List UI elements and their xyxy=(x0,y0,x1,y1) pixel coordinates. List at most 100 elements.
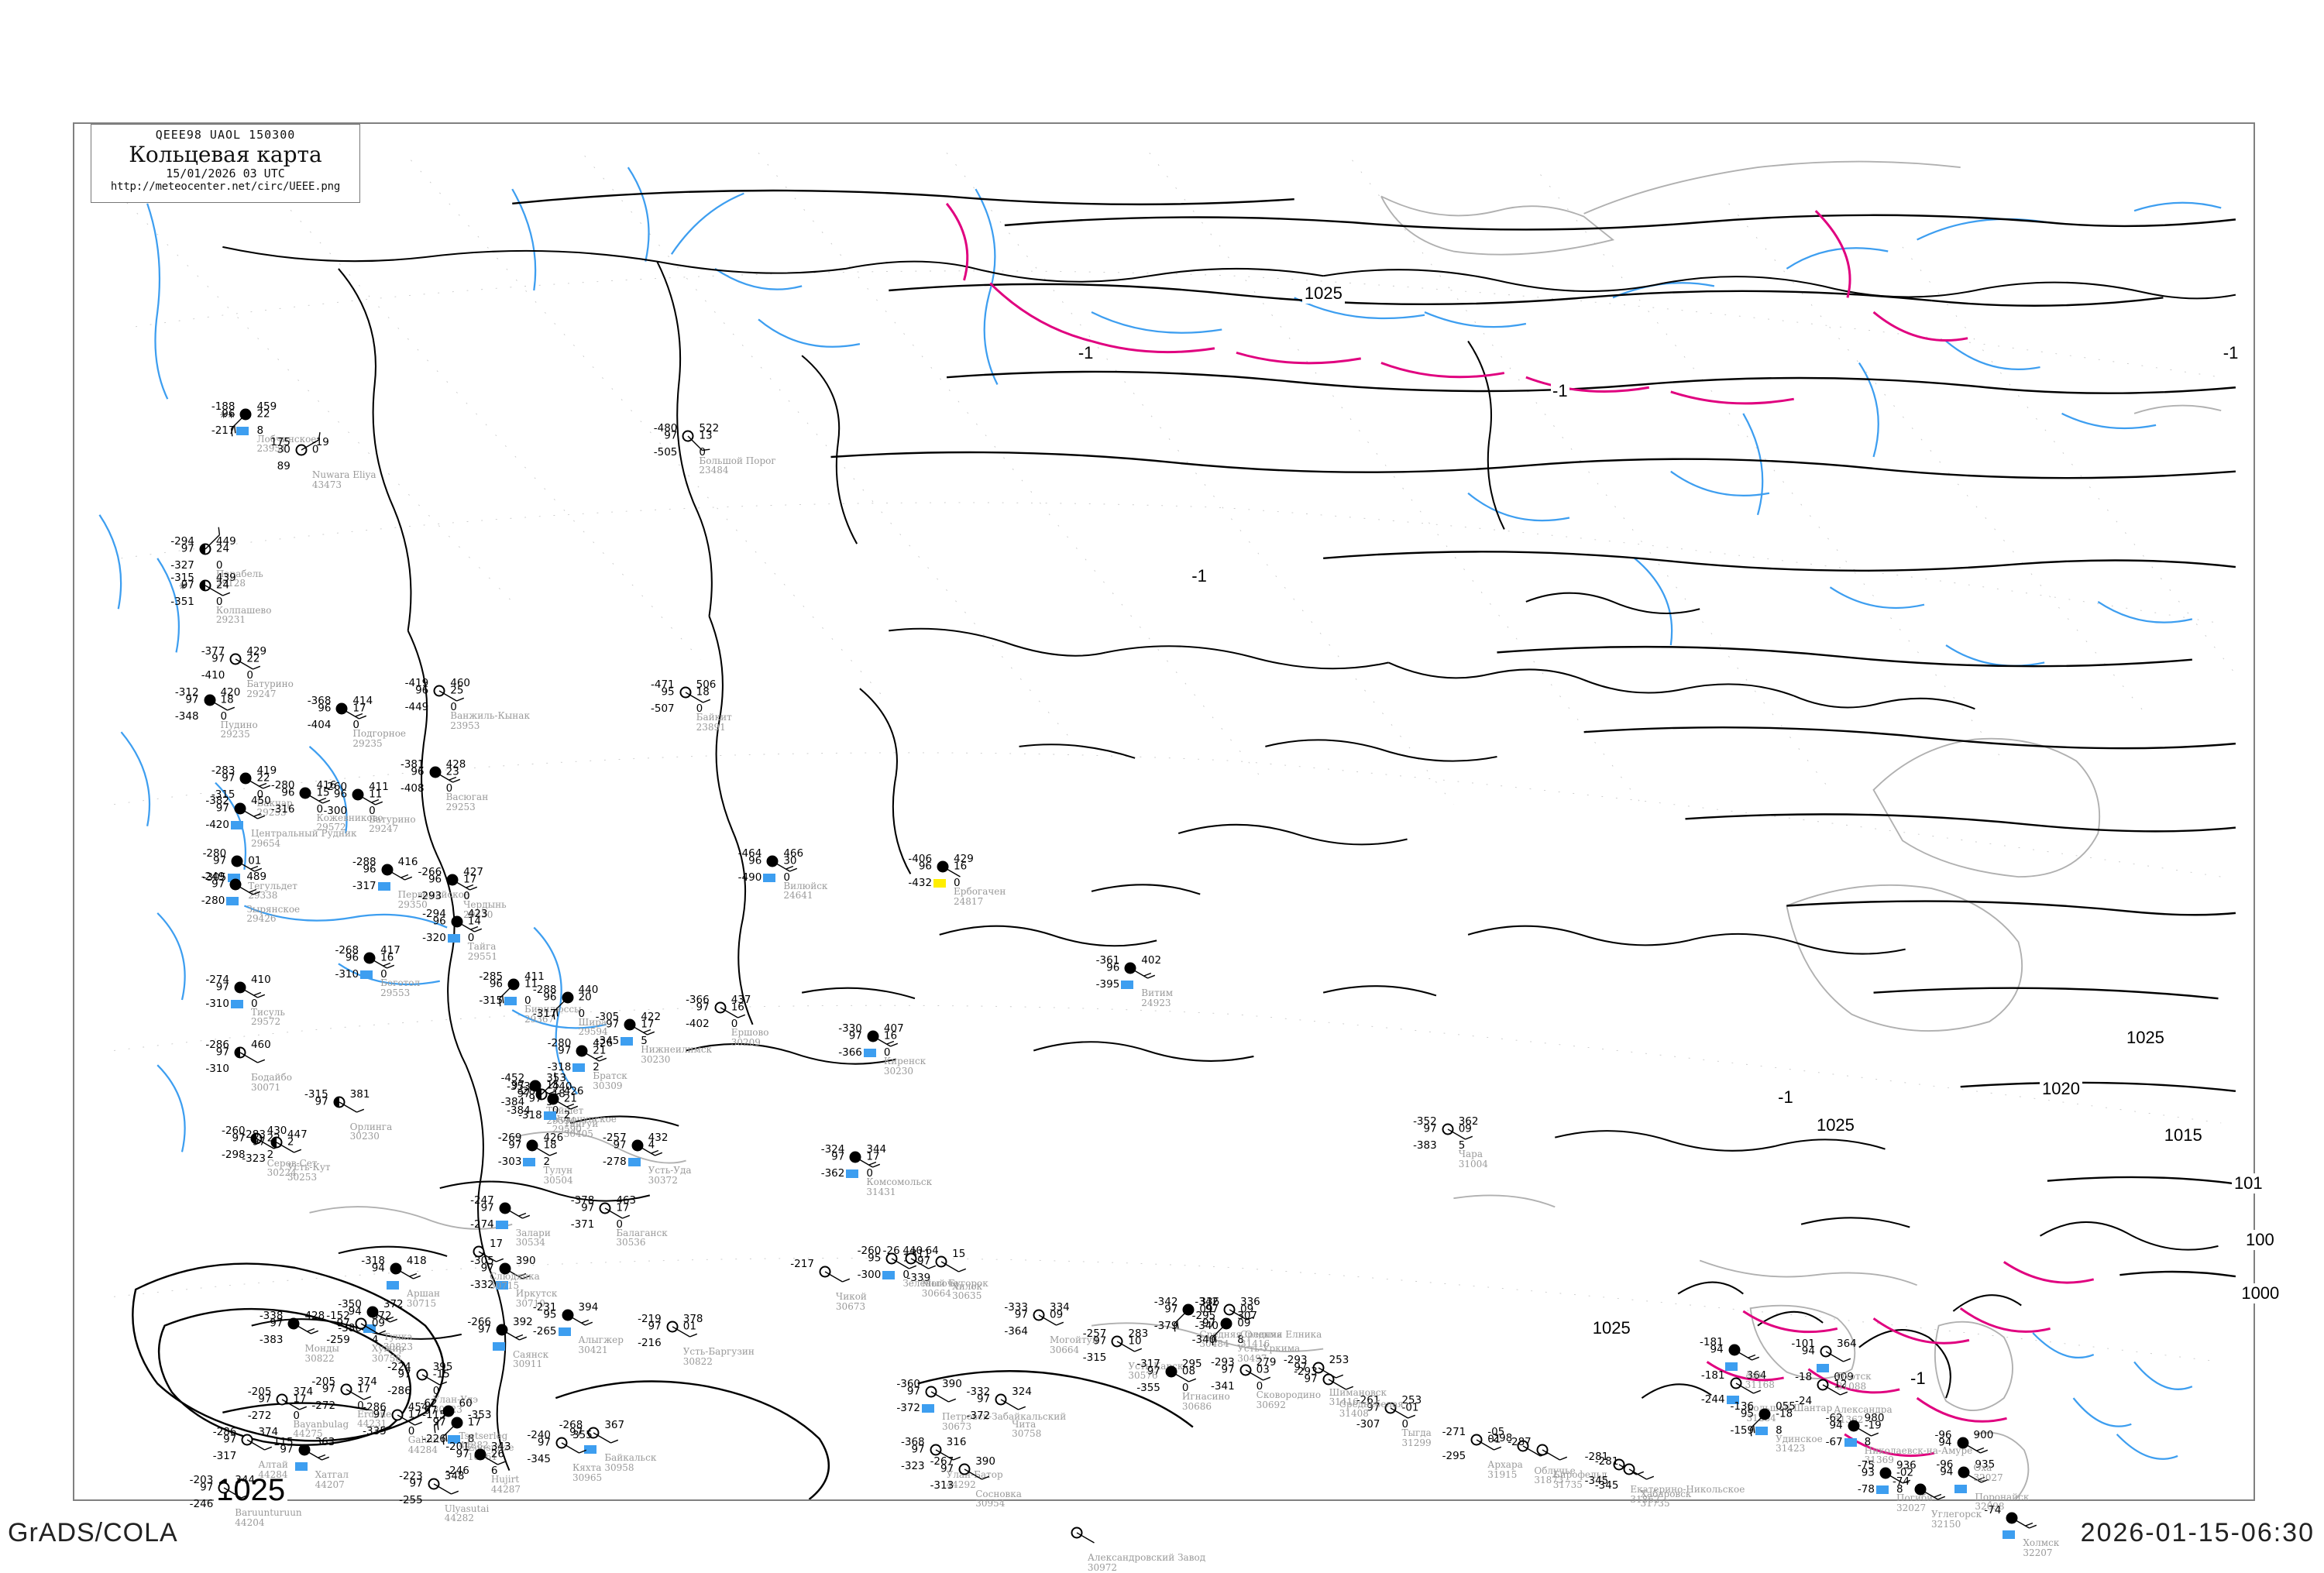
wind-barb-icon xyxy=(772,860,798,872)
station-temperature: -268 xyxy=(559,1418,583,1431)
station-tendency: 18 xyxy=(696,685,710,699)
station-temperature: -101 xyxy=(1791,1338,1815,1350)
station-humidity: 97 xyxy=(581,1200,595,1214)
station-id: 32207 xyxy=(2023,1547,2053,1559)
precipitation-marker xyxy=(627,1157,641,1166)
station-name: Комсомольск 31431 xyxy=(866,1176,933,1197)
station-pressure: 420 xyxy=(220,685,241,699)
station-tendency: 24 xyxy=(215,578,230,591)
station-pressure: 416 xyxy=(397,855,418,868)
station-id: 30209 xyxy=(731,1036,761,1048)
wind-barb-icon xyxy=(478,1251,504,1262)
station-pressure: 295 xyxy=(1181,1358,1202,1371)
station-name: Байкит 23891 xyxy=(696,712,732,733)
station-id: 31735 xyxy=(1552,1479,1583,1490)
station-pressure: 355 xyxy=(572,1429,593,1442)
wind-barb-icon xyxy=(720,1007,745,1018)
wind-barb-icon xyxy=(1447,1128,1473,1140)
station-id: 44292 xyxy=(946,1479,976,1490)
station-dewpoint: 89 xyxy=(277,460,290,473)
station-tendency: 09 xyxy=(1237,1317,1251,1330)
station-dewpoint: -300 xyxy=(323,804,348,817)
station-humidity: 96 xyxy=(345,951,359,964)
station-name: Залари 30534 xyxy=(515,1227,551,1248)
wind-barb-icon xyxy=(369,957,395,969)
wind-barb-icon xyxy=(236,860,263,872)
station-tendency: 24 xyxy=(215,542,230,555)
station-temperature: -378 xyxy=(570,1193,595,1207)
station-id: 29594 xyxy=(578,1026,608,1038)
station-humidity: 97 xyxy=(215,980,229,993)
station-temperature: -452 xyxy=(500,1072,525,1085)
wind-barb-icon xyxy=(1920,1489,1946,1500)
station-tendency: 4 xyxy=(648,1139,655,1152)
station-past-weather: 2 xyxy=(593,1061,600,1074)
station-name: Архара 31915 xyxy=(1487,1459,1523,1480)
station-pressure: 15 xyxy=(952,1247,966,1260)
precipitation-marker xyxy=(236,426,249,435)
station-tendency: 21 xyxy=(563,1092,577,1105)
station-id: 30673 xyxy=(835,1300,866,1312)
station-dewpoint: -303 xyxy=(497,1155,522,1168)
station-id: 29551 xyxy=(467,950,497,962)
station-humidity: 95 xyxy=(543,1308,557,1321)
station-id: 24817 xyxy=(954,895,984,907)
station-name: Бодайбо 30071 xyxy=(250,1072,293,1093)
station-temperature: -294 xyxy=(170,534,194,548)
station-humidity: 97 xyxy=(223,1433,237,1446)
station-id: 44282 xyxy=(444,1513,474,1524)
station-id: 23484 xyxy=(699,465,729,476)
station-temperature: -288 xyxy=(532,983,557,996)
station-humidity: 94 xyxy=(1938,1436,1952,1449)
wind-barb-icon xyxy=(1885,1472,1911,1485)
station-dewpoint: -310 xyxy=(205,997,229,1010)
station-tendency: 23 xyxy=(445,765,459,778)
station-dewpoint: -383 xyxy=(1413,1139,1437,1152)
station-temperature: -74 xyxy=(1984,1504,2002,1517)
station-name: Усть-Уда 30372 xyxy=(648,1164,692,1186)
wind-barb-icon xyxy=(567,1314,593,1326)
station-id: 30823 xyxy=(383,1341,414,1352)
title-block: QEEE98 UAOL 150300 Кольцевая карта 15/01… xyxy=(91,124,360,203)
precipitation-marker xyxy=(543,1111,556,1120)
wind-barb-icon xyxy=(247,1439,273,1451)
station-tendency: 26 xyxy=(490,1448,505,1461)
station-temperature: -62 xyxy=(420,1396,438,1410)
station-name: Кожевниково 29572 xyxy=(316,812,383,833)
station-humidity: 97 xyxy=(558,1044,572,1057)
station-humidity: 95 xyxy=(661,685,675,699)
station-temperature: -305 xyxy=(595,1011,620,1024)
wind-barb-icon xyxy=(504,1268,530,1279)
station-tendency: 17 xyxy=(866,1150,880,1163)
station-pressure: 522 xyxy=(699,421,720,434)
station-id: 31915 xyxy=(1487,1468,1518,1480)
station-past-weather: 0 xyxy=(357,1399,364,1412)
station-name: Могоча 30664 xyxy=(921,1278,959,1299)
station-pressure: 364 xyxy=(1836,1338,1857,1350)
station-name: Тангуй 30405 xyxy=(563,1118,599,1139)
wind-barb-icon xyxy=(235,658,261,670)
station-name: Ербогачен 24817 xyxy=(954,886,1006,907)
station-temperature: -115 xyxy=(422,1408,446,1421)
station-name: Саянск 30911 xyxy=(513,1348,549,1370)
station-humidity: 94 xyxy=(1829,1418,1843,1431)
station-pressure: 437 xyxy=(731,993,751,1006)
station-dewpoint: -432 xyxy=(908,877,933,890)
station-id: 29590 xyxy=(552,1123,582,1135)
wind-barb-icon xyxy=(1542,1449,1567,1461)
station-id: 44282 xyxy=(459,1440,489,1451)
wind-barb-icon xyxy=(235,884,261,895)
precipitation-marker xyxy=(1954,1484,1968,1493)
station-humidity: 97 xyxy=(1164,1302,1178,1315)
station-name: Tsetserleg 44282 xyxy=(459,1430,508,1451)
station-temperature: -219 xyxy=(638,1313,662,1326)
station-past-weather: 0 xyxy=(1256,1380,1263,1393)
station-dewpoint: -272 xyxy=(247,1409,272,1422)
station-name: Батурино 29247 xyxy=(369,813,416,835)
precipitation-marker xyxy=(1724,1362,1738,1372)
station-name: Парабель 29128 xyxy=(215,568,263,589)
isobar-label: 1025 xyxy=(2123,1028,2167,1049)
wind-barb-icon xyxy=(456,921,482,933)
station-name: Нижнеилимск 30230 xyxy=(641,1044,713,1066)
wind-barb-icon xyxy=(1171,1371,1196,1382)
